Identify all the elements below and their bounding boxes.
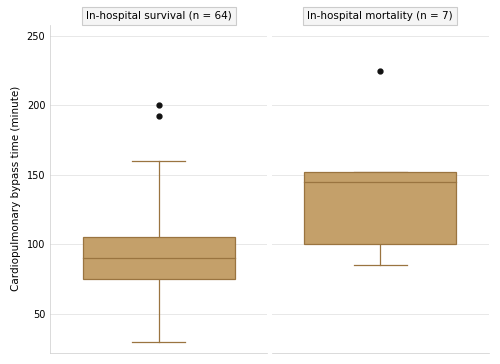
Bar [82, 237, 235, 279]
Title: In-hospital mortality (n = 7): In-hospital mortality (n = 7) [308, 11, 453, 21]
Y-axis label: Cardiopulmonary bypass time (minute): Cardiopulmonary bypass time (minute) [11, 86, 21, 292]
Bar [304, 172, 456, 244]
Title: In-hospital survival (n = 64): In-hospital survival (n = 64) [86, 11, 232, 21]
